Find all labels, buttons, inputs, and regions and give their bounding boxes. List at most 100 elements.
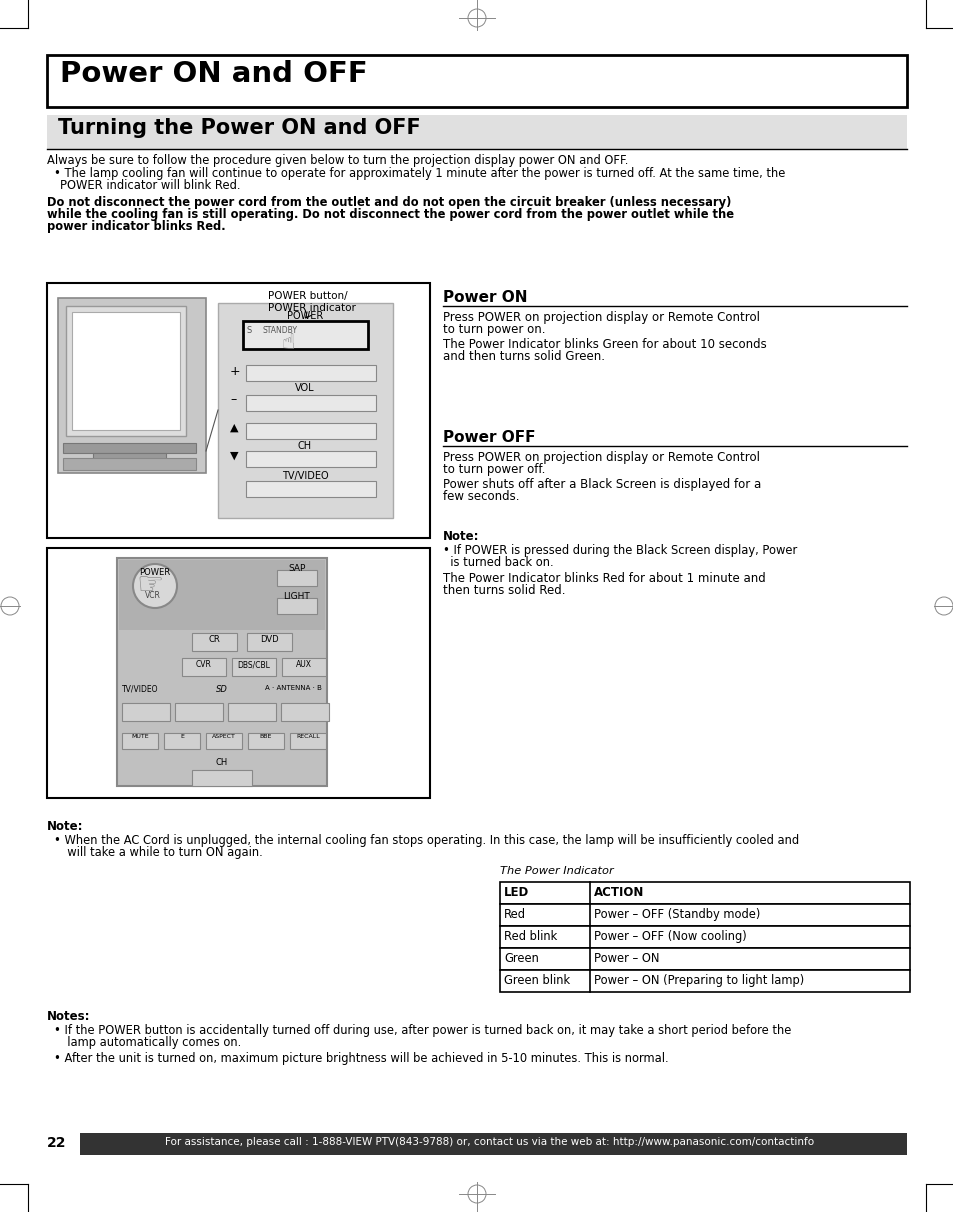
Text: A · ANTENNA · B: A · ANTENNA · B xyxy=(265,685,322,691)
Text: LED: LED xyxy=(503,886,529,899)
Bar xyxy=(192,633,236,651)
Text: Press POWER on projection display or Remote Control: Press POWER on projection display or Rem… xyxy=(442,311,760,324)
Text: while the cooling fan is still operating. Do not disconnect the power cord from : while the cooling fan is still operating… xyxy=(47,208,733,221)
Bar xyxy=(63,444,195,453)
Bar xyxy=(246,395,375,411)
Text: SAP: SAP xyxy=(288,564,305,573)
Bar xyxy=(71,311,180,430)
Bar xyxy=(63,458,195,470)
Bar xyxy=(47,548,430,797)
Text: lamp automatically comes on.: lamp automatically comes on. xyxy=(60,1036,241,1050)
Text: MUTE: MUTE xyxy=(132,734,149,739)
Text: CVR: CVR xyxy=(196,661,212,669)
Bar xyxy=(66,305,186,436)
Text: 22: 22 xyxy=(47,1136,67,1150)
Text: AUX: AUX xyxy=(295,661,312,669)
Bar xyxy=(206,733,242,749)
Text: –: – xyxy=(230,393,236,406)
Text: TV/VIDEO: TV/VIDEO xyxy=(281,471,328,481)
Text: S: S xyxy=(247,326,252,335)
Text: Power OFF: Power OFF xyxy=(442,430,535,445)
Text: CH: CH xyxy=(215,758,228,767)
Text: Power – OFF (Standby mode): Power – OFF (Standby mode) xyxy=(594,908,760,921)
Bar xyxy=(218,303,393,518)
Text: ACTION: ACTION xyxy=(594,886,643,899)
Text: BBE: BBE xyxy=(259,734,272,739)
Bar xyxy=(47,55,906,107)
Text: Press POWER on projection display or Remote Control: Press POWER on projection display or Rem… xyxy=(442,451,760,464)
Text: POWER indicator will blink Red.: POWER indicator will blink Red. xyxy=(60,179,240,191)
Text: DBS/CBL: DBS/CBL xyxy=(237,661,270,669)
Text: Do not disconnect the power cord from the outlet and do not open the circuit bre: Do not disconnect the power cord from th… xyxy=(47,196,731,208)
Text: VCR: VCR xyxy=(145,591,161,600)
Bar xyxy=(499,882,909,904)
Bar xyxy=(119,560,325,630)
Text: Green: Green xyxy=(503,951,538,965)
Bar xyxy=(243,321,368,349)
Bar xyxy=(80,1133,906,1155)
Text: Red blink: Red blink xyxy=(503,930,557,943)
Bar xyxy=(58,298,206,473)
Text: E: E xyxy=(180,734,184,739)
Text: Power – ON: Power – ON xyxy=(594,951,659,965)
Text: The Power Indicator blinks Red for about 1 minute and: The Power Indicator blinks Red for about… xyxy=(442,572,765,585)
Text: Power ON and OFF: Power ON and OFF xyxy=(60,61,367,88)
Bar xyxy=(228,703,275,721)
Text: • If the POWER button is accidentally turned off during use, after power is turn: • If the POWER button is accidentally tu… xyxy=(54,1024,791,1037)
Text: Turning the Power ON and OFF: Turning the Power ON and OFF xyxy=(58,118,420,138)
Bar xyxy=(499,948,909,970)
Text: Power – OFF (Now cooling): Power – OFF (Now cooling) xyxy=(594,930,746,943)
Bar xyxy=(47,115,906,149)
Text: Green blink: Green blink xyxy=(503,974,570,987)
Text: Red: Red xyxy=(503,908,525,921)
Text: The Power Indicator: The Power Indicator xyxy=(499,867,613,876)
Text: will take a while to turn ON again.: will take a while to turn ON again. xyxy=(60,846,262,859)
Text: RECALL: RECALL xyxy=(295,734,319,739)
Bar xyxy=(290,733,326,749)
Bar xyxy=(92,453,166,461)
Text: Power – ON (Preparing to light lamp): Power – ON (Preparing to light lamp) xyxy=(594,974,803,987)
Text: For assistance, please call : 1-888-VIEW PTV(843-9788) or, contact us via the we: For assistance, please call : 1-888-VIEW… xyxy=(165,1137,814,1147)
Text: CR: CR xyxy=(208,635,219,644)
Text: and then turns solid Green.: and then turns solid Green. xyxy=(442,350,604,364)
Bar xyxy=(47,282,430,538)
Text: power indicator blinks Red.: power indicator blinks Red. xyxy=(47,221,226,233)
Bar xyxy=(499,904,909,926)
Text: VOL: VOL xyxy=(294,383,314,393)
Text: Note:: Note: xyxy=(47,821,84,833)
Text: ASPECT: ASPECT xyxy=(212,734,235,739)
Text: Always be sure to follow the procedure given below to turn the projection displa: Always be sure to follow the procedure g… xyxy=(47,154,628,167)
Text: few seconds.: few seconds. xyxy=(442,490,519,503)
Bar xyxy=(164,733,200,749)
Text: DVD: DVD xyxy=(259,635,278,644)
Text: ▼: ▼ xyxy=(230,451,238,461)
Text: POWER: POWER xyxy=(139,568,171,577)
Bar xyxy=(499,926,909,948)
Bar xyxy=(192,770,252,787)
Text: POWER indicator: POWER indicator xyxy=(268,303,355,313)
Text: TV/VIDEO: TV/VIDEO xyxy=(122,685,158,694)
Text: POWER: POWER xyxy=(287,311,323,321)
Bar xyxy=(246,481,375,497)
Text: • After the unit is turned on, maximum picture brightness will be achieved in 5-: • After the unit is turned on, maximum p… xyxy=(54,1052,668,1065)
Text: to turn power on.: to turn power on. xyxy=(442,324,545,336)
Bar xyxy=(246,365,375,381)
Text: ▲: ▲ xyxy=(230,423,238,433)
Text: The Power Indicator blinks Green for about 10 seconds: The Power Indicator blinks Green for abo… xyxy=(442,338,766,351)
Text: POWER button/: POWER button/ xyxy=(268,291,347,301)
Text: then turns solid Red.: then turns solid Red. xyxy=(442,584,565,598)
Bar xyxy=(122,733,158,749)
Bar xyxy=(282,658,326,676)
Bar xyxy=(247,633,292,651)
Bar xyxy=(276,570,316,585)
Text: to turn power off.: to turn power off. xyxy=(442,463,545,476)
Text: is turned back on.: is turned back on. xyxy=(442,556,553,568)
Bar xyxy=(174,703,223,721)
Text: STANDBY: STANDBY xyxy=(263,326,297,335)
Text: • The lamp cooling fan will continue to operate for approximately 1 minute after: • The lamp cooling fan will continue to … xyxy=(54,167,784,181)
Bar xyxy=(232,658,275,676)
Bar xyxy=(276,598,316,614)
Text: • If POWER is pressed during the Black Screen display, Power: • If POWER is pressed during the Black S… xyxy=(442,544,797,558)
Bar xyxy=(246,423,375,439)
Text: Note:: Note: xyxy=(442,530,479,543)
